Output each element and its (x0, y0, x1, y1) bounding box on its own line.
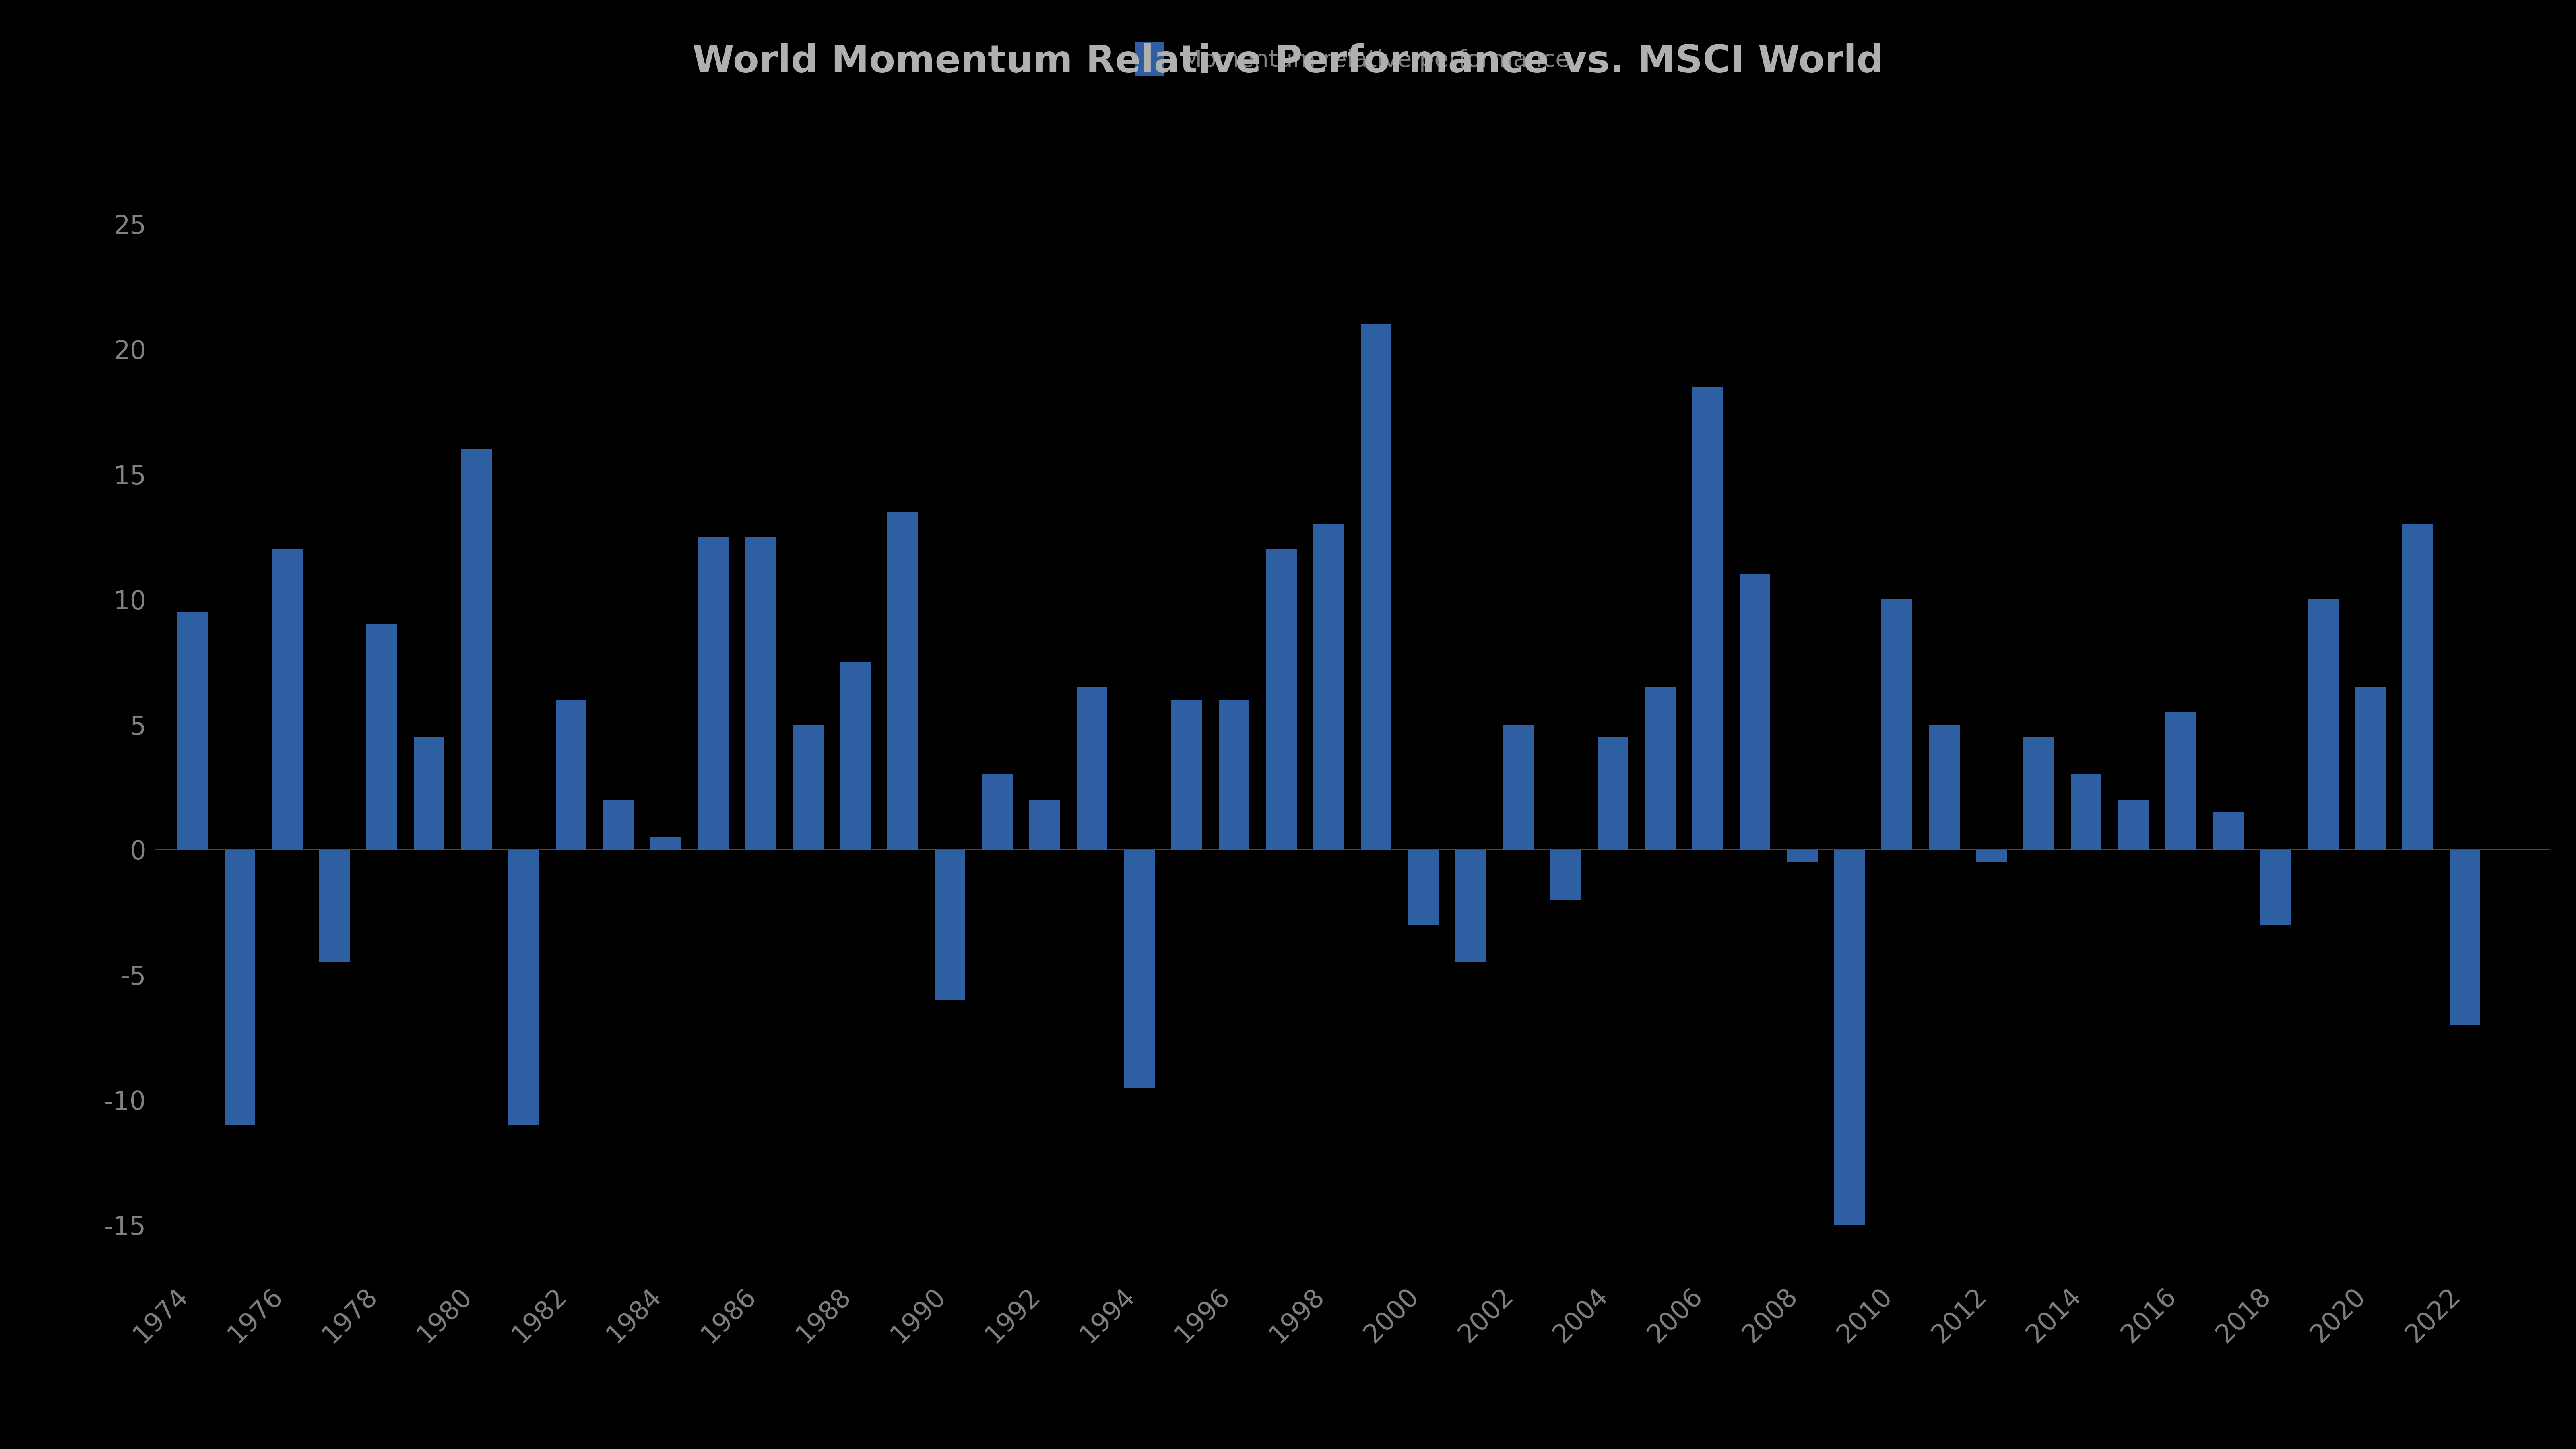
Bar (793, 724, 824, 849)
Bar (1360, 325, 1391, 849)
Bar (2117, 800, 2148, 849)
Bar (2450, 849, 2481, 1024)
Bar (1692, 387, 1723, 849)
Bar (2403, 525, 2434, 849)
Bar (1123, 849, 1154, 1087)
Bar (319, 849, 350, 962)
Bar (224, 849, 255, 1124)
Bar (1455, 849, 1486, 962)
Bar (2308, 600, 2339, 849)
Bar (1551, 849, 1582, 900)
Text: World Momentum Relative Performance vs. MSCI World: World Momentum Relative Performance vs. … (693, 43, 1883, 81)
Legend: Momentum relative performance: Momentum relative performance (1136, 42, 1569, 75)
Bar (2213, 811, 2244, 849)
Bar (603, 800, 634, 849)
Bar (886, 511, 917, 849)
Bar (2025, 738, 2053, 849)
Bar (366, 625, 397, 849)
Bar (461, 449, 492, 849)
Bar (556, 700, 587, 849)
Bar (270, 549, 301, 849)
Bar (1314, 525, 1345, 849)
Bar (1597, 738, 1628, 849)
Bar (981, 775, 1012, 849)
Bar (744, 536, 775, 849)
Bar (1265, 549, 1296, 849)
Bar (1880, 600, 1911, 849)
Bar (1929, 724, 1960, 849)
Bar (1218, 700, 1249, 849)
Bar (2259, 849, 2290, 924)
Bar (840, 662, 871, 849)
Bar (1739, 574, 1770, 849)
Bar (1976, 849, 2007, 862)
Bar (935, 849, 966, 1000)
Bar (1172, 700, 1203, 849)
Bar (2166, 711, 2197, 849)
Bar (415, 738, 446, 849)
Bar (2071, 775, 2102, 849)
Bar (1834, 849, 1865, 1224)
Bar (1077, 687, 1108, 849)
Bar (2354, 687, 2385, 849)
Bar (1502, 724, 1533, 849)
Bar (1643, 687, 1674, 849)
Bar (1788, 849, 1819, 862)
Bar (507, 849, 538, 1124)
Bar (178, 611, 209, 849)
Bar (652, 838, 680, 849)
Bar (1030, 800, 1061, 849)
Bar (698, 536, 729, 849)
Bar (1409, 849, 1440, 924)
